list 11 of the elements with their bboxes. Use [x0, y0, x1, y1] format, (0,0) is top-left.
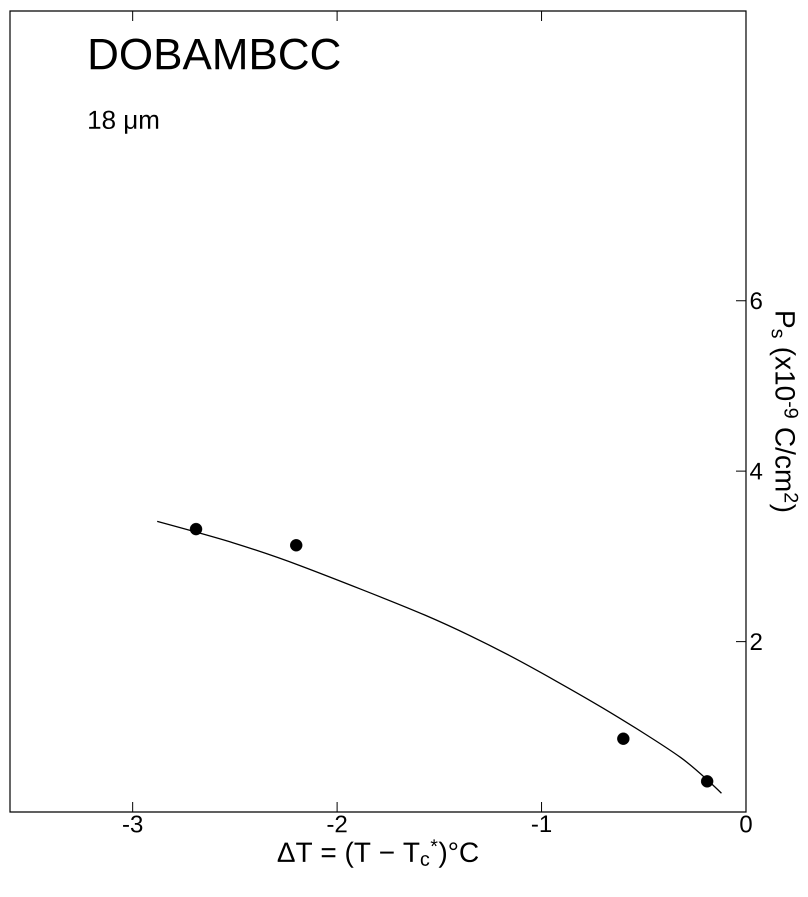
- x-tick-label: 0: [740, 816, 752, 833]
- y-tick-label: 2: [750, 633, 762, 650]
- y-axis-title: P$_{s}$ (x10$^{-9}$ C/cm$^{2}$): [770, 312, 798, 512]
- annotation: 18 μm: [89, 110, 158, 134]
- x-tick-label: -2: [328, 816, 347, 832]
- y-tick-label: 4: [750, 462, 762, 480]
- y-tick-label: 6: [750, 292, 762, 310]
- x-tick-label: -1: [532, 816, 552, 832]
- x-axis-title: ΔT = (T − T$_{c}$$^{*}$)°C: [278, 839, 478, 868]
- x-tick-label: -3: [123, 816, 142, 833]
- chart-title: DOBAMBCC: [90, 38, 340, 70]
